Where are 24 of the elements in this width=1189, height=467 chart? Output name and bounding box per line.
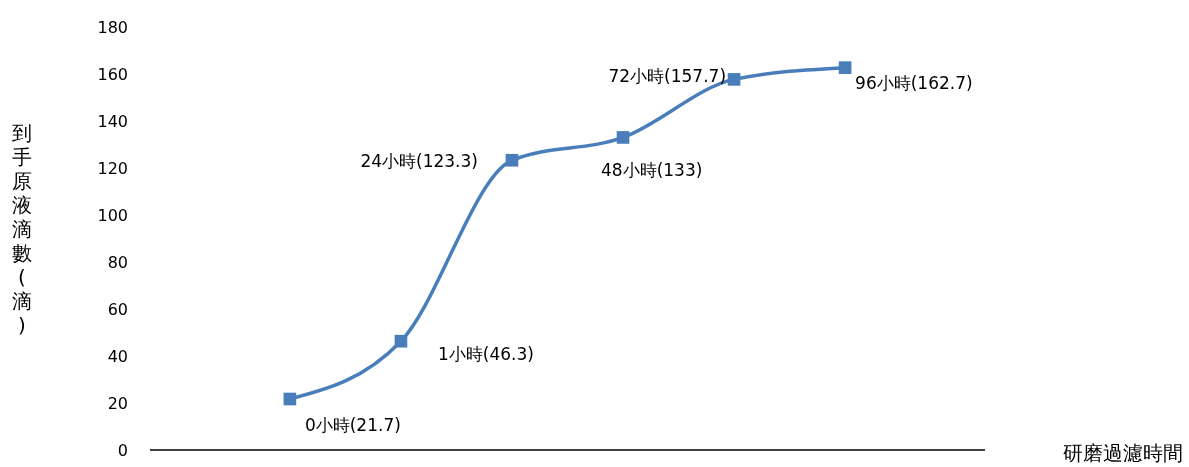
y-tick-label: 140 — [97, 111, 128, 131]
y-tick-label: 120 — [97, 158, 128, 178]
y-tick-label: 40 — [107, 346, 128, 366]
data-label: 96小時(162.7) — [855, 72, 973, 93]
data-label: 1小時(46.3) — [437, 344, 534, 365]
y-tick-label: 160 — [97, 64, 128, 84]
y-tick-label: 180 — [97, 17, 128, 37]
data-label: 24小時(123.3) — [360, 151, 478, 172]
text: 到手原液滴數(滴) — [12, 121, 32, 337]
y-tick-label: 80 — [107, 252, 128, 272]
point — [838, 61, 852, 74]
y-tick-label: 100 — [97, 205, 128, 225]
data-label: 72小時(157.7) — [608, 66, 727, 87]
point — [394, 334, 408, 348]
point — [505, 153, 519, 167]
data-label: 0小時(21.7) — [304, 415, 401, 436]
y-tick-label: 20 — [107, 393, 128, 413]
point — [283, 392, 297, 406]
x-axis-title: 研磨過濾時間 — [1063, 441, 1183, 465]
y-tick-label: 60 — [107, 299, 128, 319]
point — [616, 131, 630, 144]
data-label: 48小時(133) — [601, 160, 703, 181]
point — [727, 73, 741, 86]
y-tick-label: 0 — [117, 440, 128, 460]
